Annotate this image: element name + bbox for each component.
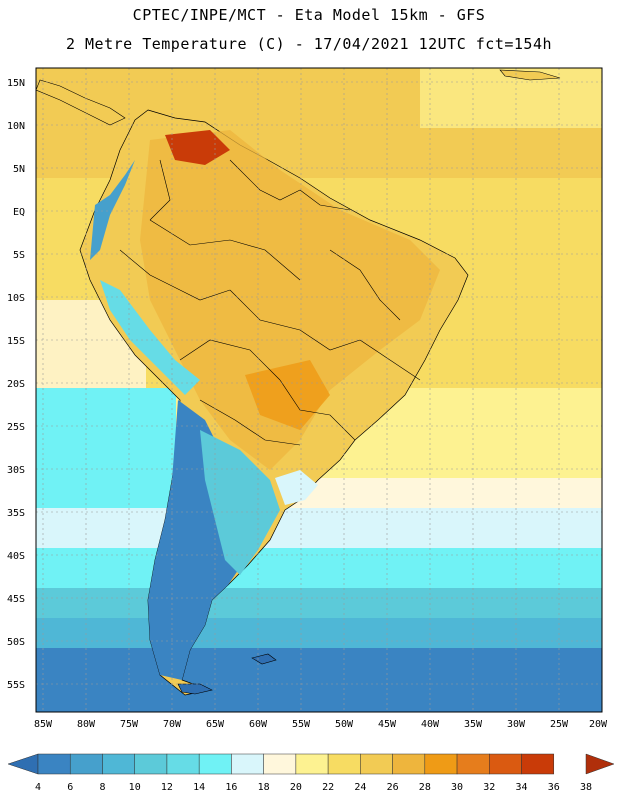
lat-label: 45S: [7, 594, 25, 605]
lat-label: 40S: [7, 551, 25, 562]
colorbar-label: 28: [419, 782, 431, 793]
warm-patch-northeast: [420, 68, 602, 128]
colorbar-swatch: [134, 753, 168, 775]
band-12: [36, 618, 602, 648]
colorbar-label: 32: [483, 782, 495, 793]
colorbar-label: 24: [354, 782, 366, 793]
colorbar-label: 22: [322, 782, 334, 793]
colorbar-swatch: [327, 753, 361, 775]
country-borders: [119, 159, 421, 446]
colorbar-label: 38: [580, 782, 592, 793]
title-line-1: CPTEC/INPE/MCT - Eta Model 15km - GFS: [132, 6, 486, 24]
colorbar-swatch: [585, 753, 615, 775]
colorbar-swatch: [37, 753, 71, 775]
colorbar-swatch: [102, 753, 135, 775]
colorbar-swatches: [7, 753, 615, 775]
lon-label: 60W: [249, 719, 268, 730]
lat-label: 25S: [7, 422, 25, 433]
colorbar-swatch: [198, 753, 232, 775]
lon-label: 35W: [464, 719, 483, 730]
falkland-islands: [251, 653, 277, 665]
central-america: [36, 79, 126, 126]
lat-label: 10S: [7, 293, 25, 304]
graticule: [36, 68, 602, 712]
colorbar-swatch: [456, 753, 490, 775]
caribbean-island: [499, 69, 561, 81]
lon-label: 55W: [292, 719, 311, 730]
lon-label: 75W: [120, 719, 139, 730]
colorbar-swatch: [166, 753, 200, 775]
colorbar-label: 34: [516, 782, 528, 793]
lat-label: 55S: [7, 680, 25, 691]
colorbar-swatch: [424, 753, 458, 775]
temperature-map: 15N 10N 5N EQ 5S 10S 15S 20S 25S 30S 35S…: [7, 67, 608, 730]
cool-patch-pacific-south: [36, 388, 176, 508]
colorbar-label: 4: [35, 782, 41, 793]
colorbar-labels: 4 6 8 10 12 14 16 18 20 22 24 26 28 30 32 34 36 38: [35, 782, 592, 793]
colorbar-label: 10: [129, 782, 141, 793]
lon-label: 45W: [378, 719, 397, 730]
lat-label: 50S: [7, 637, 25, 648]
uruguay-cool: [275, 470, 318, 505]
lat-label: 30S: [7, 465, 25, 476]
title-line-2: 2 Metre Temperature (C) - 17/04/2021 12U…: [65, 35, 553, 53]
lat-label: 15N: [7, 78, 25, 89]
colorbar-label: 18: [258, 782, 270, 793]
colorbar-swatch: [521, 753, 555, 775]
land-hot-venezuela: [165, 130, 230, 165]
lat-label: 10N: [7, 121, 25, 132]
lon-label: 40W: [421, 719, 440, 730]
lat-label: 5N: [13, 164, 25, 175]
colorbar-label: 20: [290, 782, 302, 793]
lat-label: EQ: [13, 207, 25, 218]
band-16: [36, 548, 602, 588]
colorbar-swatch: [7, 753, 39, 775]
lat-label: 15S: [7, 336, 25, 347]
andes-north-cold: [90, 160, 135, 260]
lon-label: 25W: [550, 719, 569, 730]
colorbar-label: 8: [99, 782, 105, 793]
lat-label: 35S: [7, 508, 25, 519]
lon-label: 50W: [335, 719, 354, 730]
colorbar-swatch: [295, 753, 329, 775]
land-patagonia-mid: [200, 430, 280, 575]
band-14: [36, 588, 602, 618]
lat-label: 20S: [7, 379, 25, 390]
colorbar-swatch: [392, 753, 426, 775]
colorbar-label: 6: [67, 782, 73, 793]
band-8: [36, 648, 602, 712]
lat-label: 5S: [13, 250, 25, 261]
lon-label: 70W: [163, 719, 182, 730]
colorbar-label: 36: [548, 782, 560, 793]
lon-label: 85W: [34, 719, 53, 730]
colorbar-label: 30: [451, 782, 463, 793]
colorbar-label: 12: [161, 782, 173, 793]
colorbar-label: 16: [225, 782, 237, 793]
colorbar-label: 14: [193, 782, 205, 793]
lon-label: 80W: [77, 719, 96, 730]
colorbar-label: 26: [387, 782, 399, 793]
colorbar-swatch: [69, 753, 103, 775]
band-18: [36, 508, 602, 548]
longitude-labels: 85W 80W 75W 70W 65W 60W 55W 50W 45W 40W …: [34, 719, 608, 730]
lon-label: 65W: [206, 719, 225, 730]
colorbar-swatch: [263, 753, 297, 775]
colorbar-swatch: [360, 753, 393, 775]
map-frame: [35, 67, 603, 713]
colorbar-swatch: [489, 753, 522, 775]
andes-peru-cold: [100, 280, 200, 395]
colorbar-swatch: [231, 753, 264, 775]
latitude-labels: 15N 10N 5N EQ 5S 10S 15S 20S 25S 30S 35S…: [7, 78, 25, 691]
lon-label: 20W: [589, 719, 608, 730]
colorbar: 4 6 8 10 12 14 16 18 20 22 24 26 28 30 32 34 36 38: [7, 753, 615, 793]
lon-label: 30W: [507, 719, 526, 730]
land-hot-brazil-south: [245, 360, 330, 430]
